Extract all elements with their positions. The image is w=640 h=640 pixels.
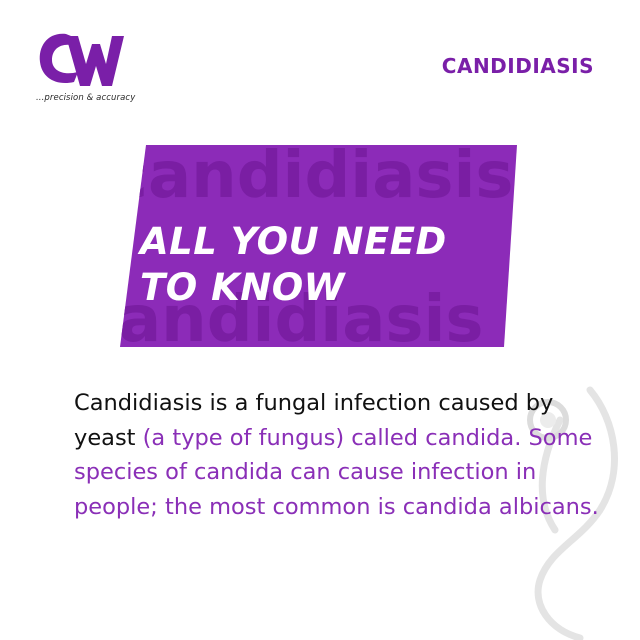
description-text-purple: (a type of fungus) called candida. Some … bbox=[74, 424, 599, 520]
brand-tagline: ...precision & accuracy bbox=[36, 93, 136, 103]
description-paragraph: Candidiasis is a fungal infection caused… bbox=[74, 386, 614, 524]
banner-watermark-row-2: candidiasis bbox=[120, 283, 484, 347]
headline-banner: candidiasis candidiasis ALL YOU NEED TO … bbox=[120, 145, 517, 347]
banner-background: candidiasis candidiasis bbox=[120, 145, 517, 347]
stethoscope-icon bbox=[527, 386, 618, 640]
banner-watermark-row-1: candidiasis bbox=[120, 145, 514, 213]
banner-headline-line-2: TO KNOW bbox=[140, 266, 345, 309]
cw-monogram-logo-icon bbox=[39, 33, 124, 86]
description-text-black: Candidiasis is a fungal infection caused… bbox=[74, 390, 554, 451]
banner-headline-line-1: ALL YOU NEED bbox=[140, 220, 447, 263]
page-title: CANDIDIASIS bbox=[441, 54, 594, 78]
brand-logo: ...precision & accuracy bbox=[36, 30, 135, 110]
stethoscope-decoration bbox=[440, 380, 640, 640]
banner-headline: ALL YOU NEED TO KNOW bbox=[140, 219, 447, 311]
